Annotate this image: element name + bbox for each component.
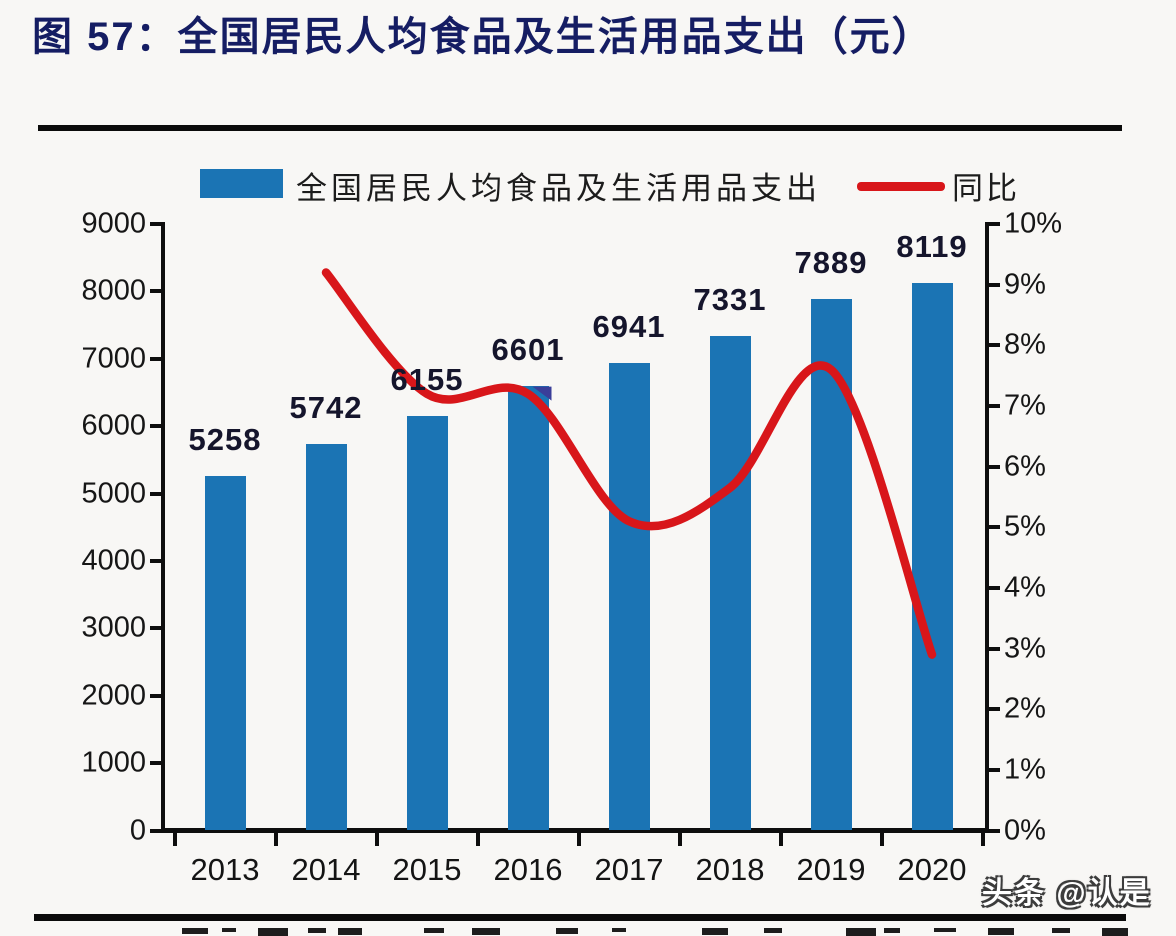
bar-2015: [406, 415, 448, 831]
left-axis-label: 1000: [81, 746, 146, 779]
cropped-text-fragment: [472, 928, 500, 935]
cropped-text-fragment: [612, 928, 626, 932]
x-axis-tick: [374, 833, 379, 846]
right-axis-label: 4%: [1004, 571, 1046, 604]
cropped-text-fragment: [338, 928, 362, 935]
left-axis-tick: [150, 222, 163, 226]
legend-bar-label: 全国居民人均食品及生活用品支出: [296, 171, 821, 207]
x-axis-label-2015: 2015: [392, 852, 462, 887]
bar-2017: [608, 362, 650, 831]
right-axis-label: 10%: [1004, 207, 1063, 240]
right-axis-tick: [987, 343, 1000, 348]
right-axis-label: 2%: [1004, 692, 1046, 725]
cropped-text-fragment: [988, 928, 1014, 935]
bar-value-2013: 5258: [188, 422, 262, 458]
watermark: 头条 @认是: [982, 877, 1152, 910]
right-axis-tick: [987, 282, 1000, 287]
legend-line-label: 同比: [952, 171, 1020, 207]
right-axis-tick: [987, 646, 1000, 651]
bar-value-2018: 7331: [693, 282, 767, 318]
right-axis-tick: [987, 767, 1000, 772]
right-axis-tick: [987, 707, 1000, 712]
x-axis-tick: [172, 833, 177, 846]
chart-title: 图 57：全国居民人均食品及生活用品支出（元）: [32, 15, 934, 59]
x-axis-tick: [576, 833, 581, 846]
left-axis-label: 7000: [81, 342, 146, 375]
right-axis-tick: [987, 525, 1000, 530]
left-axis-label: 3000: [81, 611, 146, 644]
bar-2018: [709, 336, 751, 831]
cropped-text-fragment: [424, 928, 444, 933]
x-axis-tick: [273, 833, 278, 846]
x-axis-tick: [475, 833, 480, 846]
cropped-text-fragment: [884, 928, 900, 933]
left-axis-tick: [150, 289, 163, 294]
x-axis-label-2020: 2020: [897, 852, 967, 887]
x-axis-tick: [980, 833, 985, 846]
legend-line-swatch: [857, 182, 945, 191]
left-axis-label: 6000: [81, 409, 146, 442]
left-axis-tick: [150, 626, 163, 631]
left-axis-label: 8000: [81, 274, 146, 307]
cropped-text-fragment: [182, 928, 208, 934]
cropped-text-fragment: [258, 928, 288, 936]
bar-2014: [305, 443, 347, 831]
right-axis-tick: [987, 403, 1000, 408]
bar-2013: [204, 476, 246, 831]
left-axis-tick: [150, 693, 163, 698]
legend-bar-swatch: [200, 169, 283, 198]
x-axis-label-2018: 2018: [695, 852, 765, 887]
cropped-text-fragment: [934, 928, 956, 932]
bottom-divider: [34, 914, 1126, 921]
right-axis-label: 1%: [1004, 753, 1046, 786]
x-axis-tick: [879, 833, 884, 846]
x-axis-label-2019: 2019: [796, 852, 866, 887]
cropped-text-fragment: [1052, 928, 1070, 933]
cropped-text-fragment: [846, 928, 876, 936]
bar-2020: [911, 283, 953, 831]
left-axis-tick: [150, 356, 163, 361]
x-axis: [161, 828, 989, 833]
right-axis-label: 8%: [1004, 328, 1046, 361]
left-axis-label: 2000: [81, 679, 146, 712]
right-axis-tick: [987, 222, 1000, 226]
left-axis-label: 9000: [81, 207, 146, 240]
x-axis-tick: [778, 833, 783, 846]
bar-2016: [507, 385, 549, 831]
left-axis-tick: [150, 558, 163, 563]
cropped-text-fragment: [764, 928, 782, 933]
bar-value-2020: 8119: [896, 229, 968, 265]
cropped-text-fragment: [556, 928, 578, 934]
cropped-text-fragment: [1102, 928, 1128, 936]
right-axis-tick: [987, 585, 1000, 590]
right-axis-label: 5%: [1004, 510, 1046, 543]
cropped-text-fragment: [308, 928, 326, 933]
left-axis-tick: [150, 491, 163, 496]
left-axis-label: 4000: [81, 544, 146, 577]
right-axis-label: 7%: [1004, 389, 1046, 422]
right-axis-label: 9%: [1004, 268, 1046, 301]
right-axis-label: 6%: [1004, 450, 1046, 483]
cropped-text-fragment: [702, 928, 728, 935]
x-axis-label-2014: 2014: [291, 852, 361, 887]
right-axis-tick: [987, 828, 1000, 833]
right-axis-label: 3%: [1004, 632, 1046, 665]
left-axis-tick: [150, 424, 163, 429]
x-axis-label-2016: 2016: [493, 852, 563, 887]
right-axis-label: 0%: [1004, 814, 1046, 846]
right-axis-tick: [987, 464, 1000, 469]
left-axis-tick: [150, 828, 163, 833]
x-axis-label-2013: 2013: [190, 852, 260, 887]
bar-2019: [810, 298, 852, 831]
left-axis-tick: [150, 761, 163, 766]
left-y-axis: [161, 222, 165, 833]
left-axis-label: 0: [129, 814, 146, 846]
left-axis-label: 5000: [81, 477, 146, 510]
x-axis-label-2017: 2017: [594, 852, 664, 887]
top-divider: [38, 125, 1122, 131]
x-axis-tick: [677, 833, 682, 846]
cropped-text-fragment: [222, 928, 236, 932]
